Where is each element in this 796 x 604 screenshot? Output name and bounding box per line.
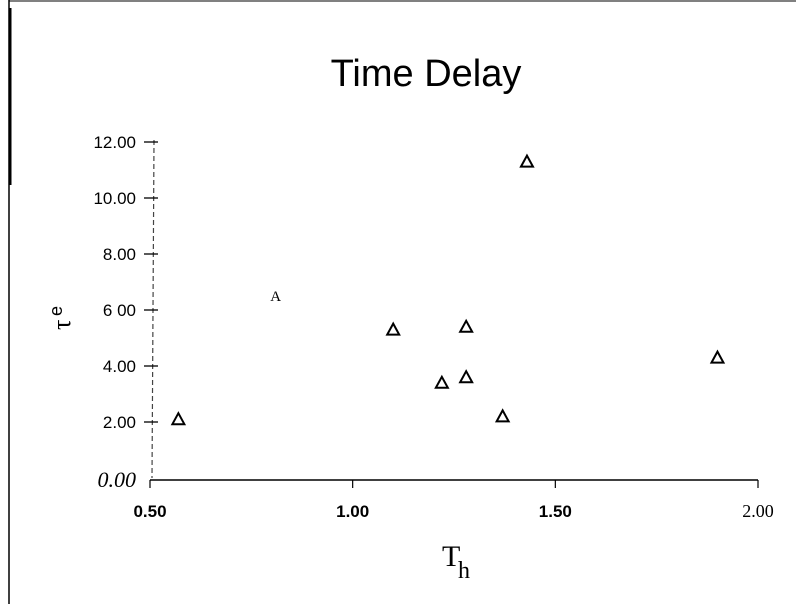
chart-title: Time Delay <box>331 53 522 95</box>
data-point-triangle <box>458 369 474 384</box>
data-point-triangle <box>434 374 450 389</box>
y-tick-label: 12.00 <box>93 133 136 152</box>
data-point-triangle <box>170 411 187 426</box>
x-ticks: 0.50 1.00 1.50 2.00 <box>133 480 774 521</box>
y-tick-label: 4.00 <box>103 357 136 376</box>
y-axis-label: τ e <box>46 306 76 330</box>
x-tick-label: 1.50 <box>539 502 572 521</box>
y-axis-label-base: τ <box>47 320 76 330</box>
x-tick-label: 0.50 <box>133 502 166 521</box>
data-point-triangle <box>519 153 535 168</box>
y-axis-label-sub: e <box>46 306 66 316</box>
x-axis-label-base: T <box>442 540 460 573</box>
y-tick-label: 2.00 <box>103 413 136 432</box>
x-tick-label: 2.00 <box>742 501 774 521</box>
data-point-triangle <box>385 321 401 336</box>
x-axis-label: T h <box>442 540 470 584</box>
y-axis-line <box>151 139 155 479</box>
data-point-triangle <box>709 349 726 364</box>
x-tick-label: 1.00 <box>336 502 369 521</box>
data-point-letter: A <box>270 289 281 305</box>
data-point-triangle <box>494 408 511 423</box>
y-ticks: 0.00 2.00 4.00 6 00 8.00 10.00 12.00 <box>93 133 158 492</box>
y-tick-label: 10.00 <box>93 189 136 208</box>
data-points: A <box>170 153 726 426</box>
y-tick-label: 6 00 <box>103 301 136 320</box>
x-axis-label-sub: h <box>458 558 470 584</box>
y-tick-label: 0.00 <box>98 467 137 492</box>
data-point-triangle <box>458 318 474 333</box>
y-tick-label: 8.00 <box>103 245 136 264</box>
